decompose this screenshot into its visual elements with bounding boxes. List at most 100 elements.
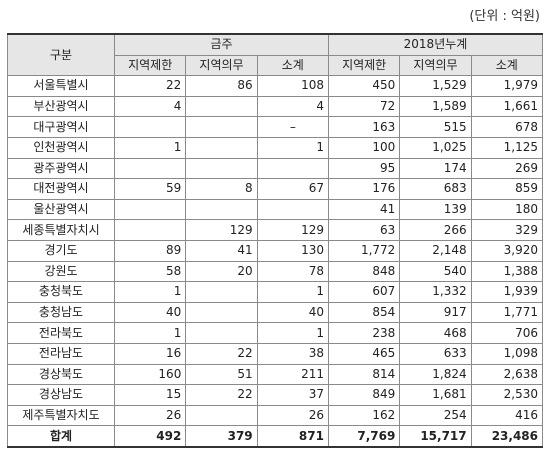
value-cell: 917 [399, 301, 472, 324]
value-cell: 1,529 [399, 75, 472, 97]
value-cell [185, 281, 258, 303]
value-cell: 329 [470, 219, 544, 241]
value-cell: 7,769 [327, 425, 401, 448]
region-cell: 부산광역시 [7, 95, 115, 118]
value-cell: 26 [113, 404, 187, 427]
value-cell: 139 [399, 198, 472, 221]
table-header: 구분 금주 2018년누계 지역제한 지역의무 소계 지역제한 지역의무 소계 [7, 32, 544, 77]
region-cell: 대전광역시 [7, 178, 115, 200]
value-cell: 1 [113, 136, 187, 159]
region-cell: 세종특별자치시 [7, 219, 115, 241]
value-cell: 814 [327, 363, 401, 386]
regional-table: 구분 금주 2018년누계 지역제한 지역의무 소계 지역제한 지역의무 소계 … [7, 32, 544, 448]
value-cell: 174 [399, 157, 472, 180]
value-cell [185, 301, 258, 324]
value-cell: 266 [399, 219, 472, 241]
value-cell: 176 [327, 178, 401, 200]
value-cell: 540 [399, 260, 472, 283]
value-cell [185, 136, 258, 159]
value-cell: 163 [327, 116, 401, 138]
value-cell: 1,125 [470, 136, 544, 159]
value-cell: 1,025 [399, 136, 472, 159]
value-cell: 1,332 [399, 281, 472, 303]
value-cell [185, 198, 258, 221]
value-cell: 450 [327, 75, 401, 97]
header-current-week: 금주 [114, 32, 329, 56]
region-cell: 경상북도 [7, 363, 115, 386]
value-cell: 1,771 [470, 301, 544, 324]
region-cell: 경기도 [7, 239, 115, 262]
value-cell: 1,388 [470, 260, 544, 283]
value-cell: 40 [113, 301, 187, 324]
subheader-cell: 지역의무 [399, 54, 472, 77]
value-cell: 78 [256, 260, 329, 283]
value-cell: 20 [185, 260, 258, 283]
table-row: 충청북도 1 1 607 1,332 1,939 [7, 281, 544, 303]
value-cell: 95 [327, 157, 401, 180]
value-cell: 16 [113, 342, 187, 365]
value-cell: 468 [399, 322, 472, 344]
value-cell: 1,772 [327, 239, 401, 262]
table-row: 대전광역시 59 8 67 176 683 859 [7, 178, 544, 200]
table-row: 경상북도 160 51 211 814 1,824 2,638 [7, 363, 544, 386]
value-cell: 51 [185, 363, 258, 386]
value-cell [256, 198, 329, 221]
value-cell: 100 [327, 136, 401, 159]
value-cell: 160 [113, 363, 187, 386]
value-cell: 23,486 [470, 425, 544, 448]
value-cell: 67 [256, 178, 329, 200]
table-row: 광주광역시 95 174 269 [7, 157, 544, 180]
value-cell: 15,717 [399, 425, 472, 448]
value-cell: 238 [327, 322, 401, 344]
region-cell: 전라남도 [7, 342, 115, 365]
value-cell: 1,824 [399, 363, 472, 386]
subheader-cell: 지역제한 [113, 54, 187, 77]
table-row: 제주특별자치도 26 26 162 254 416 [7, 404, 544, 427]
value-cell: 871 [256, 425, 329, 448]
value-cell: 41 [185, 239, 258, 262]
table-row: 강원도 58 20 78 848 540 1,388 [7, 260, 544, 283]
region-cell: 대구광역시 [7, 116, 115, 138]
header-category: 구분 [7, 33, 115, 77]
value-cell: 2,148 [399, 239, 472, 262]
table-row: 충청남도 40 40 854 917 1,771 [7, 301, 544, 324]
region-cell: 경상남도 [7, 384, 115, 406]
value-cell: 41 [327, 198, 401, 221]
value-cell: 269 [470, 157, 544, 180]
value-cell: – [256, 116, 329, 138]
value-cell: 3,920 [470, 239, 544, 262]
value-cell: 633 [399, 342, 472, 365]
table-row: 경상남도 15 22 37 849 1,681 2,530 [7, 384, 544, 406]
table-row: 부산광역시 4 4 72 1,589 1,661 [7, 95, 544, 118]
value-cell: 89 [113, 239, 187, 262]
table-row: 인천광역시 1 1 100 1,025 1,125 [7, 136, 544, 159]
value-cell: 1,589 [399, 95, 472, 118]
table-row: 대구광역시 –163 515 678 [7, 116, 544, 138]
value-cell [185, 116, 258, 138]
value-cell: 22 [113, 75, 187, 97]
value-cell: 180 [470, 198, 544, 221]
value-cell: 37 [256, 384, 329, 406]
value-cell [185, 404, 258, 427]
value-cell: 1,979 [470, 75, 544, 97]
region-cell: 전라북도 [7, 322, 115, 344]
value-cell: 416 [470, 404, 544, 427]
value-cell: 38 [256, 342, 329, 365]
subheader-cell: 지역의무 [185, 54, 258, 77]
value-cell: 849 [327, 384, 401, 406]
value-cell: 2,530 [470, 384, 544, 406]
value-cell: 59 [113, 178, 187, 200]
value-cell: 86 [185, 75, 258, 97]
value-cell: 129 [256, 219, 329, 241]
value-cell: 1 [256, 322, 329, 344]
value-cell: 4 [113, 95, 187, 118]
region-cell: 강원도 [7, 260, 115, 283]
value-cell: 1 [113, 322, 187, 344]
value-cell: 859 [470, 178, 544, 200]
value-cell: 162 [327, 404, 401, 427]
value-cell: 22 [185, 342, 258, 365]
region-cell: 충청북도 [7, 281, 115, 303]
table-row: 경기도 89 41 130 1,772 2,148 3,920 [7, 239, 544, 262]
value-cell: 683 [399, 178, 472, 200]
value-cell: 848 [327, 260, 401, 283]
